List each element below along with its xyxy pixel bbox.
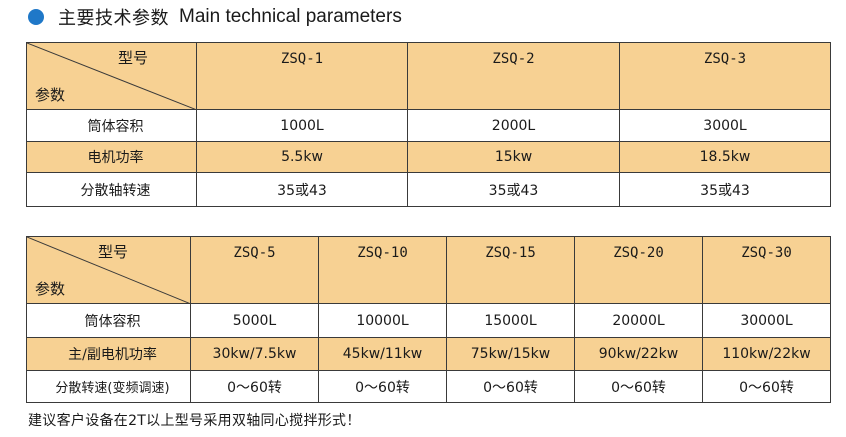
bullet-dot-icon [28, 9, 44, 25]
table-1-corner-cell: 型号 参数 [26, 42, 197, 110]
cell-value: 30kw/7.5kw [190, 337, 319, 371]
table-row: 筒体容积 5000L 10000L 15000L 20000L 30000L [26, 303, 831, 338]
model-header: ZSQ-2 [407, 42, 620, 110]
cell-value: 5000L [190, 303, 319, 338]
cell-value: 18.5kw [619, 141, 831, 173]
spec-table-1: 型号 参数 ZSQ-1 ZSQ-2 ZSQ-3 筒体容积 1000L 2000L… [26, 42, 831, 207]
model-header: ZSQ-15 [446, 236, 575, 304]
cell-value: 90kw/22kw [574, 337, 703, 371]
cell-value: 2000L [407, 109, 620, 142]
model-header: ZSQ-20 [574, 236, 703, 304]
cell-value: 15000L [446, 303, 575, 338]
cell-value: 0～60转 [318, 370, 447, 403]
cell-value: 10000L [318, 303, 447, 338]
cell-value: 20000L [574, 303, 703, 338]
corner-param-label: 参数 [35, 280, 66, 298]
table-1-header-row: 型号 参数 ZSQ-1 ZSQ-2 ZSQ-3 [26, 42, 831, 110]
table-2-header-row: 型号 参数 ZSQ-5 ZSQ-10 ZSQ-15 ZSQ-20 ZSQ-30 [26, 236, 831, 304]
cell-value: 0～60转 [190, 370, 319, 403]
table-row: 分散轴转速 35或43 35或43 35或43 [26, 172, 831, 207]
title-english: Main technical parameters [179, 6, 402, 27]
cell-value: 5.5kw [196, 141, 408, 173]
cell-value: 35或43 [196, 172, 408, 207]
spec-table-2: 型号 参数 ZSQ-5 ZSQ-10 ZSQ-15 ZSQ-20 ZSQ-30 … [26, 236, 831, 403]
cell-value: 35或43 [407, 172, 620, 207]
model-header: ZSQ-1 [196, 42, 408, 110]
table-row: 主/副电机功率 30kw/7.5kw 45kw/11kw 75kw/15kw 9… [26, 337, 831, 371]
table-row: 分散转速(变频调速) 0～60转 0～60转 0～60转 0～60转 0～60转 [26, 370, 831, 403]
corner-param-label: 参数 [35, 86, 66, 104]
cell-value: 110kw/22kw [702, 337, 831, 371]
cell-value: 3000L [619, 109, 831, 142]
cell-value: 1000L [196, 109, 408, 142]
model-header: ZSQ-10 [318, 236, 447, 304]
cell-value: 35或43 [619, 172, 831, 207]
table-row: 电机功率 5.5kw 15kw 18.5kw [26, 141, 831, 173]
section-title: 主要技术参数 Main technical parameters [28, 4, 402, 30]
title-chinese: 主要技术参数 [58, 8, 169, 29]
model-header: ZSQ-30 [702, 236, 831, 304]
table-row: 筒体容积 1000L 2000L 3000L [26, 109, 831, 142]
cell-value: 45kw/11kw [318, 337, 447, 371]
row-label: 分散转速(变频调速) [26, 370, 191, 403]
diagonal-line-icon [27, 43, 197, 110]
cell-value: 0～60转 [574, 370, 703, 403]
cell-value: 0～60转 [702, 370, 831, 403]
row-label: 主/副电机功率 [26, 337, 191, 371]
cell-value: 30000L [702, 303, 831, 338]
corner-model-label: 型号 [117, 49, 148, 67]
row-label: 分散轴转速 [26, 172, 197, 207]
row-label: 筒体容积 [26, 303, 191, 338]
table-2-corner-cell: 型号 参数 [26, 236, 191, 304]
cell-value: 0～60转 [446, 370, 575, 403]
diagonal-line-icon [27, 237, 191, 304]
row-label: 筒体容积 [26, 109, 197, 142]
cell-value: 75kw/15kw [446, 337, 575, 371]
model-header: ZSQ-3 [619, 42, 831, 110]
corner-model-label: 型号 [97, 243, 128, 261]
cell-value: 15kw [407, 141, 620, 173]
model-header: ZSQ-5 [190, 236, 319, 304]
footer-note: 建议客户设备在2T以上型号采用双轴同心搅拌形式！ [28, 413, 361, 429]
row-label: 电机功率 [26, 141, 197, 173]
